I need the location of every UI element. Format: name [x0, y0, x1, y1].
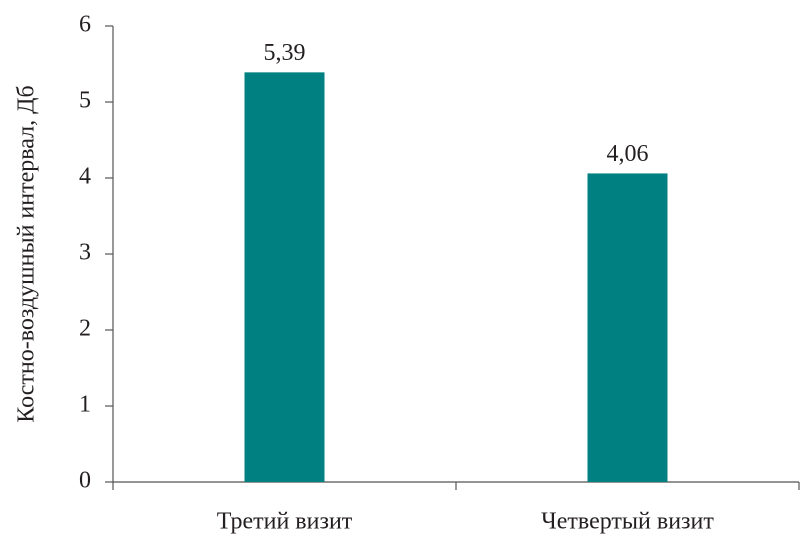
x-tick-label: Четвертый визит — [541, 509, 714, 535]
value-label: 5,39 — [264, 40, 306, 66]
bar — [587, 173, 668, 482]
y-axis-label: Костно-воздушный интервал, Дб — [14, 85, 40, 422]
x-tick-label: Третий визит — [217, 509, 353, 535]
y-tick-label: 2 — [79, 316, 91, 342]
y-tick-label: 6 — [79, 12, 91, 38]
bar — [244, 72, 325, 483]
y-tick-label: 5 — [79, 88, 91, 114]
y-tick-label: 0 — [79, 468, 91, 494]
y-tick-label: 1 — [79, 392, 91, 418]
y-tick-label: 4 — [79, 164, 91, 190]
value-label: 4,06 — [607, 141, 649, 167]
y-tick-label: 3 — [79, 240, 91, 266]
